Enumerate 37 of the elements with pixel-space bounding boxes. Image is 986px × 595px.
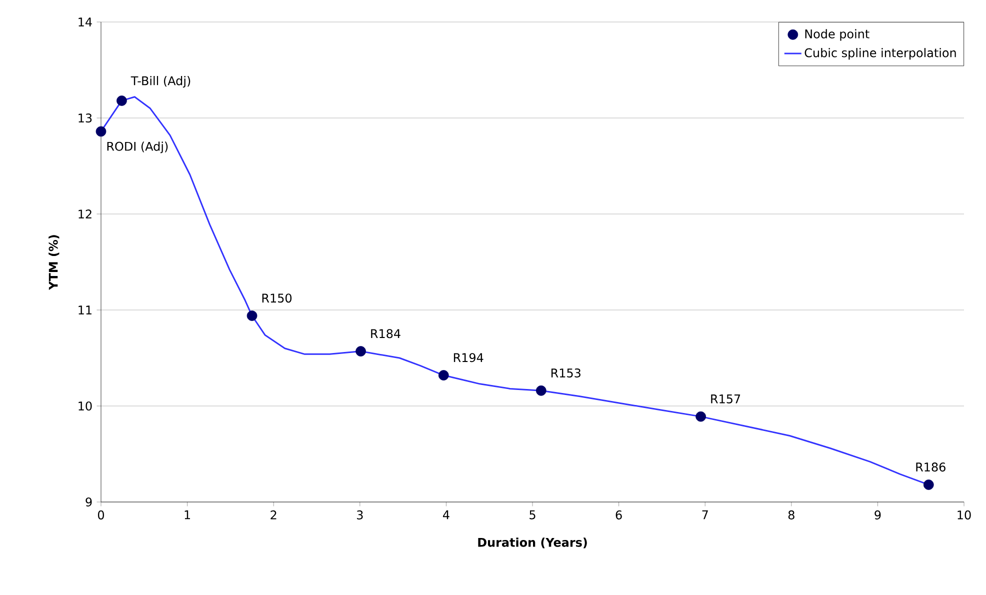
- y-tick-label: 14: [78, 18, 92, 26]
- y-tick-label: 10: [78, 401, 92, 411]
- x-tick-label: 8: [788, 510, 794, 520]
- y-tick-label: 12: [78, 210, 92, 218]
- x-tick-label: 10: [958, 510, 971, 520]
- x-tick-label: 7: [702, 510, 708, 520]
- x-tick-label: 1: [184, 510, 190, 520]
- point: [923, 480, 934, 490]
- point: [536, 385, 546, 396]
- annotation: T-Bill (Adj): [130, 76, 190, 88]
- x-tick-label: 9: [874, 510, 881, 520]
- y-tick-label: 11: [78, 306, 92, 314]
- annotation: R184: [371, 329, 400, 338]
- point: [356, 346, 366, 356]
- annotation: RODI (Adj): [107, 142, 168, 154]
- x-tick-label: 5: [530, 510, 536, 520]
- point: [116, 96, 127, 106]
- legend-label: Cubic spline interpolation: [804, 48, 956, 60]
- x-tick-label: 2: [270, 510, 276, 520]
- legend-label: Node point: [805, 29, 870, 41]
- point: [438, 370, 449, 380]
- annotation: R157: [711, 394, 740, 404]
- y-tick-label: 9: [86, 497, 92, 507]
- annotation: R153: [551, 368, 580, 378]
- annotation: R150: [262, 294, 292, 303]
- x-tick-label: 0: [98, 510, 104, 520]
- annotation: R186: [916, 462, 946, 472]
- x-axis-title: Duration (Years): [478, 538, 587, 548]
- point: [696, 411, 706, 422]
- y-tick-label: 13: [78, 113, 92, 123]
- point: [246, 310, 258, 321]
- x-tick-label: 6: [616, 510, 622, 520]
- x-tick-label: 4: [442, 510, 450, 520]
- point: [96, 126, 106, 137]
- annotation: R194: [454, 353, 484, 362]
- x-tick-label: 3: [357, 510, 363, 520]
- y-axis-title: YTM (%): [48, 235, 60, 290]
